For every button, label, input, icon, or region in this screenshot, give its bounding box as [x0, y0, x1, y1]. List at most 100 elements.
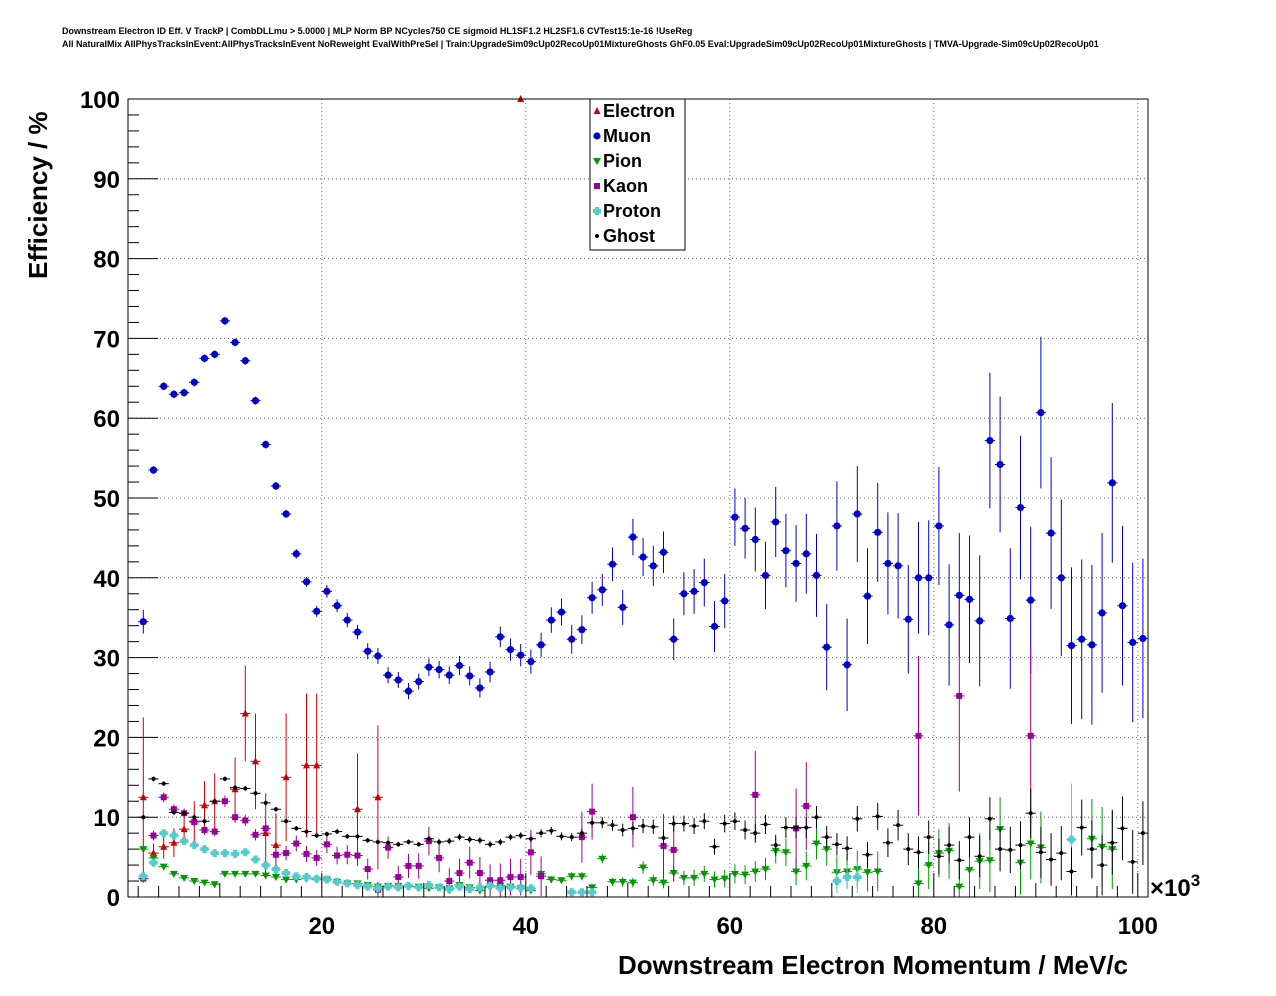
proton-marker [526, 884, 535, 893]
proton-marker [333, 877, 342, 886]
kaon-point [230, 811, 241, 823]
kaon-marker [232, 814, 239, 821]
muon-point [505, 638, 516, 661]
ghost-point [168, 810, 179, 815]
proton-point [393, 883, 404, 892]
ghost-marker [630, 826, 635, 831]
ghost-marker [182, 811, 187, 816]
proton-marker [506, 883, 515, 892]
ghost-marker [1038, 850, 1043, 855]
x-tick-label: 100 [1118, 913, 1158, 940]
muon-marker [619, 603, 627, 611]
muon-marker [272, 482, 280, 490]
muon-marker [415, 677, 423, 686]
x-tick-label: 20 [308, 913, 335, 940]
muon-point [444, 666, 455, 684]
ghost-point [566, 833, 577, 842]
kaon-point [270, 848, 281, 862]
proton-marker [455, 882, 464, 891]
muon-marker [802, 550, 810, 558]
ghost-marker [814, 815, 819, 820]
pion-marker [149, 854, 158, 862]
ghost-marker [702, 819, 707, 824]
muon-point [1015, 435, 1026, 580]
pion-marker [282, 876, 291, 884]
proton-point [189, 841, 200, 850]
y-tick-label: 40 [93, 566, 120, 593]
muon-marker [190, 378, 198, 386]
ghost-marker [355, 834, 360, 839]
ghost-marker [977, 854, 982, 859]
chart-title-line-2: All NaturalMix AllPhysTracksInEvent:AllP… [62, 39, 1099, 49]
proton-marker [353, 881, 362, 890]
ghost-marker [488, 842, 493, 847]
kaon-marker [507, 874, 514, 881]
legend-item-ghost: Ghost [595, 226, 655, 246]
proton-marker [241, 848, 250, 857]
legend-marker-electron [593, 107, 601, 114]
proton-point [831, 869, 842, 894]
muon-point [821, 604, 832, 691]
proton-marker [424, 881, 433, 890]
muon-point [1066, 567, 1077, 724]
pion-marker [965, 866, 974, 874]
ghost-point [209, 798, 220, 804]
ghost-marker [885, 840, 890, 845]
electron-marker [354, 805, 361, 813]
ghost-marker [335, 829, 340, 834]
muon-marker [598, 586, 606, 594]
ghost-marker [263, 800, 268, 805]
kaon-point [342, 845, 353, 865]
x-tick-label: 80 [920, 913, 947, 940]
ghost-marker [539, 831, 544, 836]
kaon-point [209, 826, 220, 837]
muon-marker [751, 535, 759, 544]
y-tick-label: 10 [93, 805, 120, 832]
ghost-point [831, 833, 842, 856]
proton-point [138, 872, 149, 881]
ghost-marker [1069, 869, 1074, 874]
proton-point [474, 883, 485, 892]
ghost-marker [467, 837, 472, 842]
proton-point [566, 888, 577, 897]
muon-point [923, 520, 934, 636]
muon-marker [792, 559, 800, 568]
proton-marker [271, 865, 280, 874]
muon-point [556, 598, 567, 626]
ghost-point [913, 836, 924, 869]
proton-marker [190, 841, 199, 850]
ghost-point [383, 840, 394, 846]
muon-marker [313, 607, 321, 615]
muon-marker [1027, 596, 1035, 604]
muon-point [1005, 548, 1016, 689]
ghost-point [342, 833, 353, 839]
muon-marker [374, 652, 382, 660]
pion-marker [751, 868, 760, 876]
proton-point [505, 883, 516, 892]
y-tick-label: 80 [93, 247, 120, 274]
muon-marker [823, 643, 831, 651]
muon-marker [608, 560, 617, 568]
ghost-marker [386, 840, 391, 845]
pion-point [740, 865, 751, 885]
ghost-marker [804, 825, 809, 830]
kaon-point [281, 845, 292, 861]
ghost-marker [253, 791, 258, 796]
muon-point [933, 466, 944, 585]
proton-point [281, 869, 292, 878]
ghost-point [1137, 801, 1148, 866]
muon-marker [557, 608, 566, 616]
kaon-point [383, 836, 394, 859]
pion-marker [761, 866, 770, 874]
proton-point [383, 882, 394, 891]
electron-marker [252, 757, 259, 765]
kaon-marker [262, 825, 269, 832]
muon-point [515, 644, 526, 667]
muon-marker [670, 635, 678, 643]
muon-point [270, 482, 281, 491]
y-tick-label: 0 [107, 885, 120, 912]
proton-point [372, 884, 383, 893]
ghost-marker [1018, 843, 1023, 848]
ghost-point [158, 781, 169, 787]
proton-marker [282, 869, 291, 878]
